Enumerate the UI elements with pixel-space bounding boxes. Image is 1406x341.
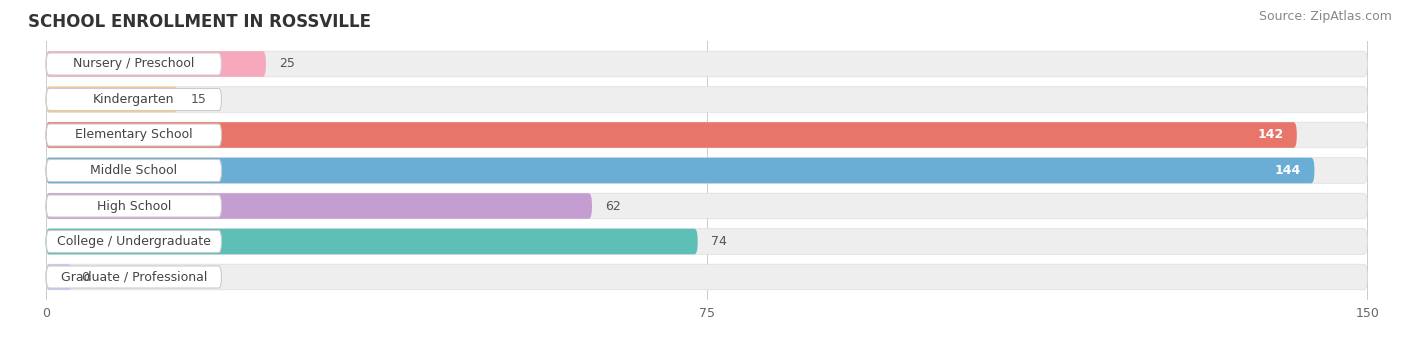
FancyBboxPatch shape [46, 158, 1367, 183]
Text: Graduate / Professional: Graduate / Professional [60, 270, 207, 283]
FancyBboxPatch shape [46, 231, 222, 252]
Text: 144: 144 [1275, 164, 1301, 177]
Text: 142: 142 [1257, 129, 1284, 142]
FancyBboxPatch shape [46, 89, 222, 110]
Text: College / Undergraduate: College / Undergraduate [56, 235, 211, 248]
FancyBboxPatch shape [46, 87, 179, 112]
Text: 0: 0 [82, 270, 89, 283]
FancyBboxPatch shape [46, 53, 222, 75]
FancyBboxPatch shape [46, 51, 266, 77]
FancyBboxPatch shape [46, 87, 1367, 112]
FancyBboxPatch shape [46, 195, 222, 217]
Text: Middle School: Middle School [90, 164, 177, 177]
Text: 25: 25 [280, 58, 295, 71]
Text: Elementary School: Elementary School [75, 129, 193, 142]
Text: Source: ZipAtlas.com: Source: ZipAtlas.com [1258, 10, 1392, 23]
FancyBboxPatch shape [46, 124, 222, 146]
Text: Kindergarten: Kindergarten [93, 93, 174, 106]
FancyBboxPatch shape [46, 122, 1296, 148]
Text: 62: 62 [605, 199, 621, 212]
Text: 74: 74 [711, 235, 727, 248]
FancyBboxPatch shape [46, 193, 592, 219]
FancyBboxPatch shape [46, 264, 1367, 290]
FancyBboxPatch shape [46, 264, 72, 290]
Text: 15: 15 [191, 93, 207, 106]
FancyBboxPatch shape [46, 51, 1367, 77]
FancyBboxPatch shape [46, 160, 222, 181]
Text: Nursery / Preschool: Nursery / Preschool [73, 58, 194, 71]
Text: High School: High School [97, 199, 172, 212]
FancyBboxPatch shape [46, 229, 1367, 254]
FancyBboxPatch shape [46, 122, 1367, 148]
FancyBboxPatch shape [46, 158, 1315, 183]
Text: SCHOOL ENROLLMENT IN ROSSVILLE: SCHOOL ENROLLMENT IN ROSSVILLE [28, 13, 371, 31]
FancyBboxPatch shape [46, 266, 222, 288]
FancyBboxPatch shape [46, 193, 1367, 219]
FancyBboxPatch shape [46, 229, 697, 254]
